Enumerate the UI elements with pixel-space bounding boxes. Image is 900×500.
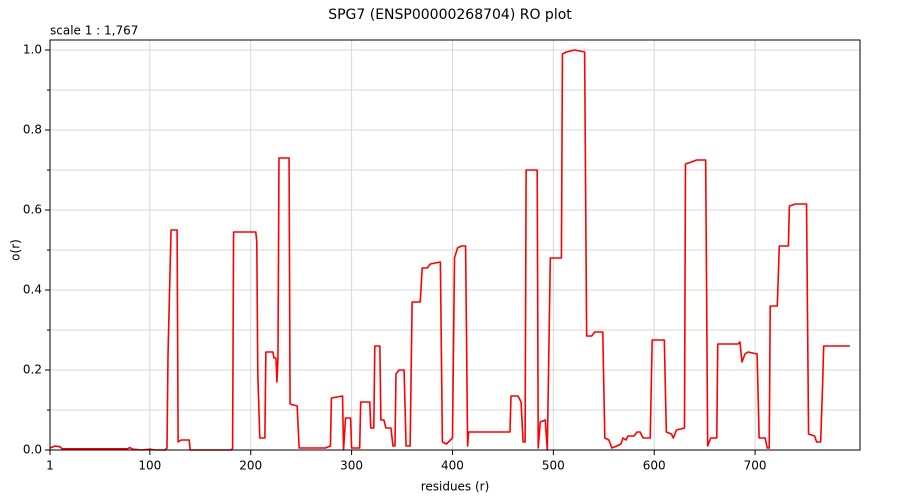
x-tick-label: 400 [441,459,464,473]
y-axis-label: o(r) [9,239,23,261]
chart-title: SPG7 (ENSP00000268704) RO plot [328,7,572,23]
x-axis-label: residues (r) [421,480,490,494]
x-tick-label: 700 [744,459,767,473]
y-tick-label: 0.8 [23,123,42,137]
plot-area [49,49,850,451]
y-tick-label: 0.2 [23,363,42,377]
scale-annotation: scale 1 : 1,767 [50,24,138,38]
x-tick-label: 600 [643,459,666,473]
y-tick-label: 1.0 [23,43,42,57]
x-tick-label: 500 [542,459,565,473]
data-line [49,49,850,451]
x-tick-label: 200 [239,459,262,473]
y-tick-label: 0.0 [23,443,42,457]
y-tick-label: 0.4 [23,283,42,297]
x-tick-label: 100 [138,459,161,473]
x-tick-label: 1 [46,459,54,473]
x-tick-label: 300 [340,459,363,473]
plot-frame [49,39,861,451]
y-tick-label: 0.6 [23,203,42,217]
